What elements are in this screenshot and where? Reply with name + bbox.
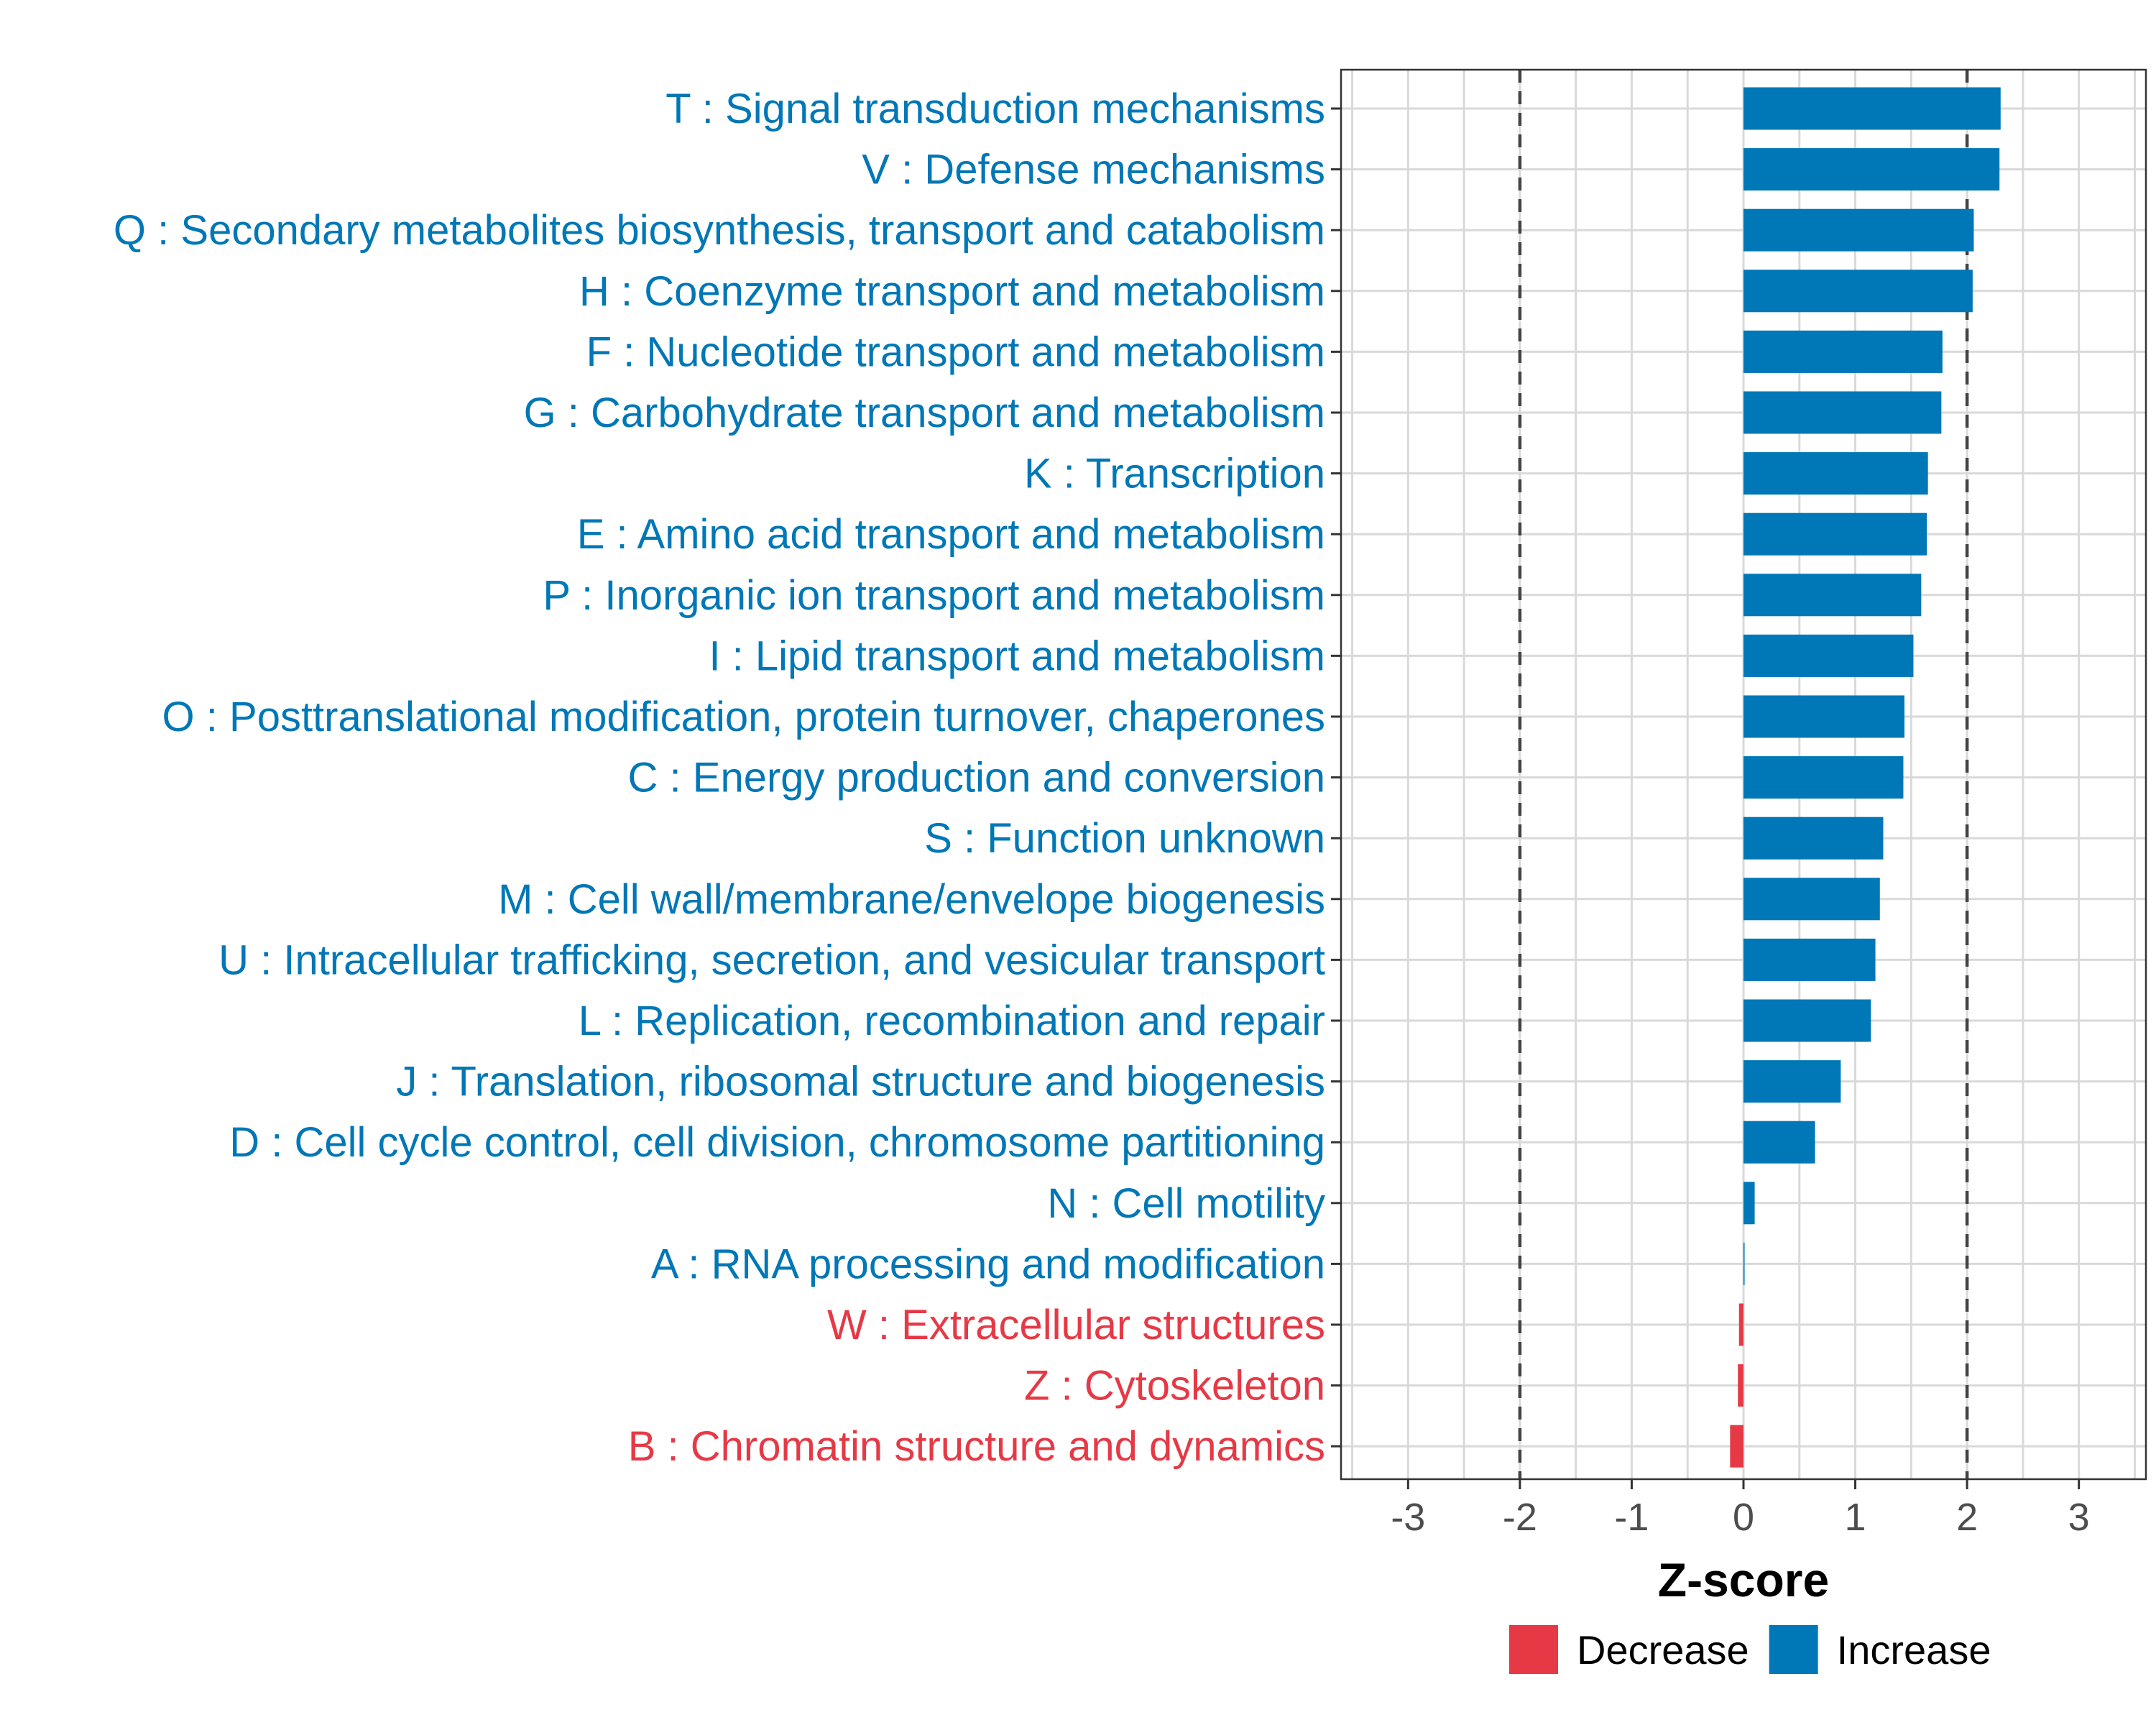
bar (1743, 756, 1904, 799)
x-tick-label: 3 (2068, 1496, 2090, 1539)
bar (1738, 1364, 1743, 1407)
x-tick-label: -1 (1614, 1496, 1649, 1539)
bar (1743, 938, 1876, 981)
legend-swatch (1769, 1625, 1818, 1674)
x-tick-label: 0 (1733, 1496, 1754, 1539)
x-tick-label: 1 (1845, 1496, 1866, 1539)
x-tick-label: -3 (1391, 1496, 1425, 1539)
category-label: I : Lipid transport and metabolism (709, 632, 1325, 679)
category-label: Q : Secondary metabolites biosynthesis, … (114, 207, 1325, 254)
x-axis-ticks: -3 -2 -1 0 1 2 3 (1391, 1479, 2090, 1539)
category-label: B : Chromatin structure and dynamics (628, 1423, 1325, 1470)
bars (1730, 87, 2001, 1468)
category-label: A : RNA processing and modification (651, 1241, 1325, 1287)
bar (1743, 208, 1974, 252)
bar (1743, 695, 1904, 738)
bar (1743, 270, 1973, 313)
bar (1743, 87, 2001, 130)
bar (1743, 512, 1927, 556)
bar (1743, 148, 2000, 191)
category-label: O : Posttranslational modification, prot… (162, 694, 1325, 740)
bar (1743, 1242, 1745, 1285)
bar (1743, 999, 1871, 1042)
bar (1743, 816, 1884, 860)
legend: Decrease Increase (1509, 1625, 1991, 1674)
legend-swatch (1509, 1625, 1558, 1674)
category-label: V : Defense mechanisms (862, 147, 1325, 193)
bar (1743, 1060, 1841, 1103)
category-label: P : Inorganic ion transport and metaboli… (543, 572, 1325, 619)
category-label: G : Carbohydrate transport and metabolis… (524, 390, 1325, 436)
category-label: L : Replication, recombination and repai… (579, 998, 1325, 1044)
category-label: F : Nucleotide transport and metabolism (586, 328, 1325, 375)
reference-lines (1518, 70, 1969, 1479)
category-label: T : Signal transduction mechanisms (665, 86, 1325, 132)
bar (1743, 330, 1943, 373)
category-label: H : Coenzyme transport and metabolism (579, 268, 1325, 315)
x-axis-title: Z-score (1658, 1553, 1829, 1606)
bar (1743, 878, 1880, 921)
category-label: W : Extracellular structures (827, 1302, 1325, 1348)
category-label: M : Cell wall/membrane/envelope biogenes… (498, 876, 1325, 923)
category-label: U : Intracellular trafficking, secretion… (218, 937, 1325, 983)
bar (1743, 1182, 1755, 1225)
bar (1738, 1303, 1743, 1346)
category-label: K : Transcription (1024, 451, 1325, 497)
legend-label: Decrease (1577, 1627, 1749, 1673)
category-label: D : Cell cycle control, cell division, c… (229, 1119, 1325, 1166)
y-axis-ticks (1331, 107, 1341, 1448)
category-labels: T : Signal transduction mechanisms V : De… (114, 86, 1325, 1470)
legend-label: Increase (1837, 1627, 1991, 1673)
bar (1743, 391, 1942, 434)
bar (1730, 1425, 1743, 1468)
category-label: J : Translation, ribosomal structure and… (396, 1059, 1325, 1105)
bar (1743, 452, 1928, 495)
bar (1743, 574, 1922, 617)
category-label: N : Cell motility (1047, 1180, 1325, 1227)
x-tick-label: -2 (1503, 1496, 1537, 1539)
bar (1743, 1121, 1815, 1164)
category-label: Z : Cytoskeleton (1024, 1363, 1325, 1409)
category-label: S : Function unknown (924, 815, 1325, 862)
category-label: C : Energy production and conversion (628, 755, 1325, 801)
category-label: E : Amino acid transport and metabolism (577, 511, 1325, 558)
bar (1743, 634, 1914, 677)
x-tick-label: 2 (1956, 1496, 1978, 1539)
